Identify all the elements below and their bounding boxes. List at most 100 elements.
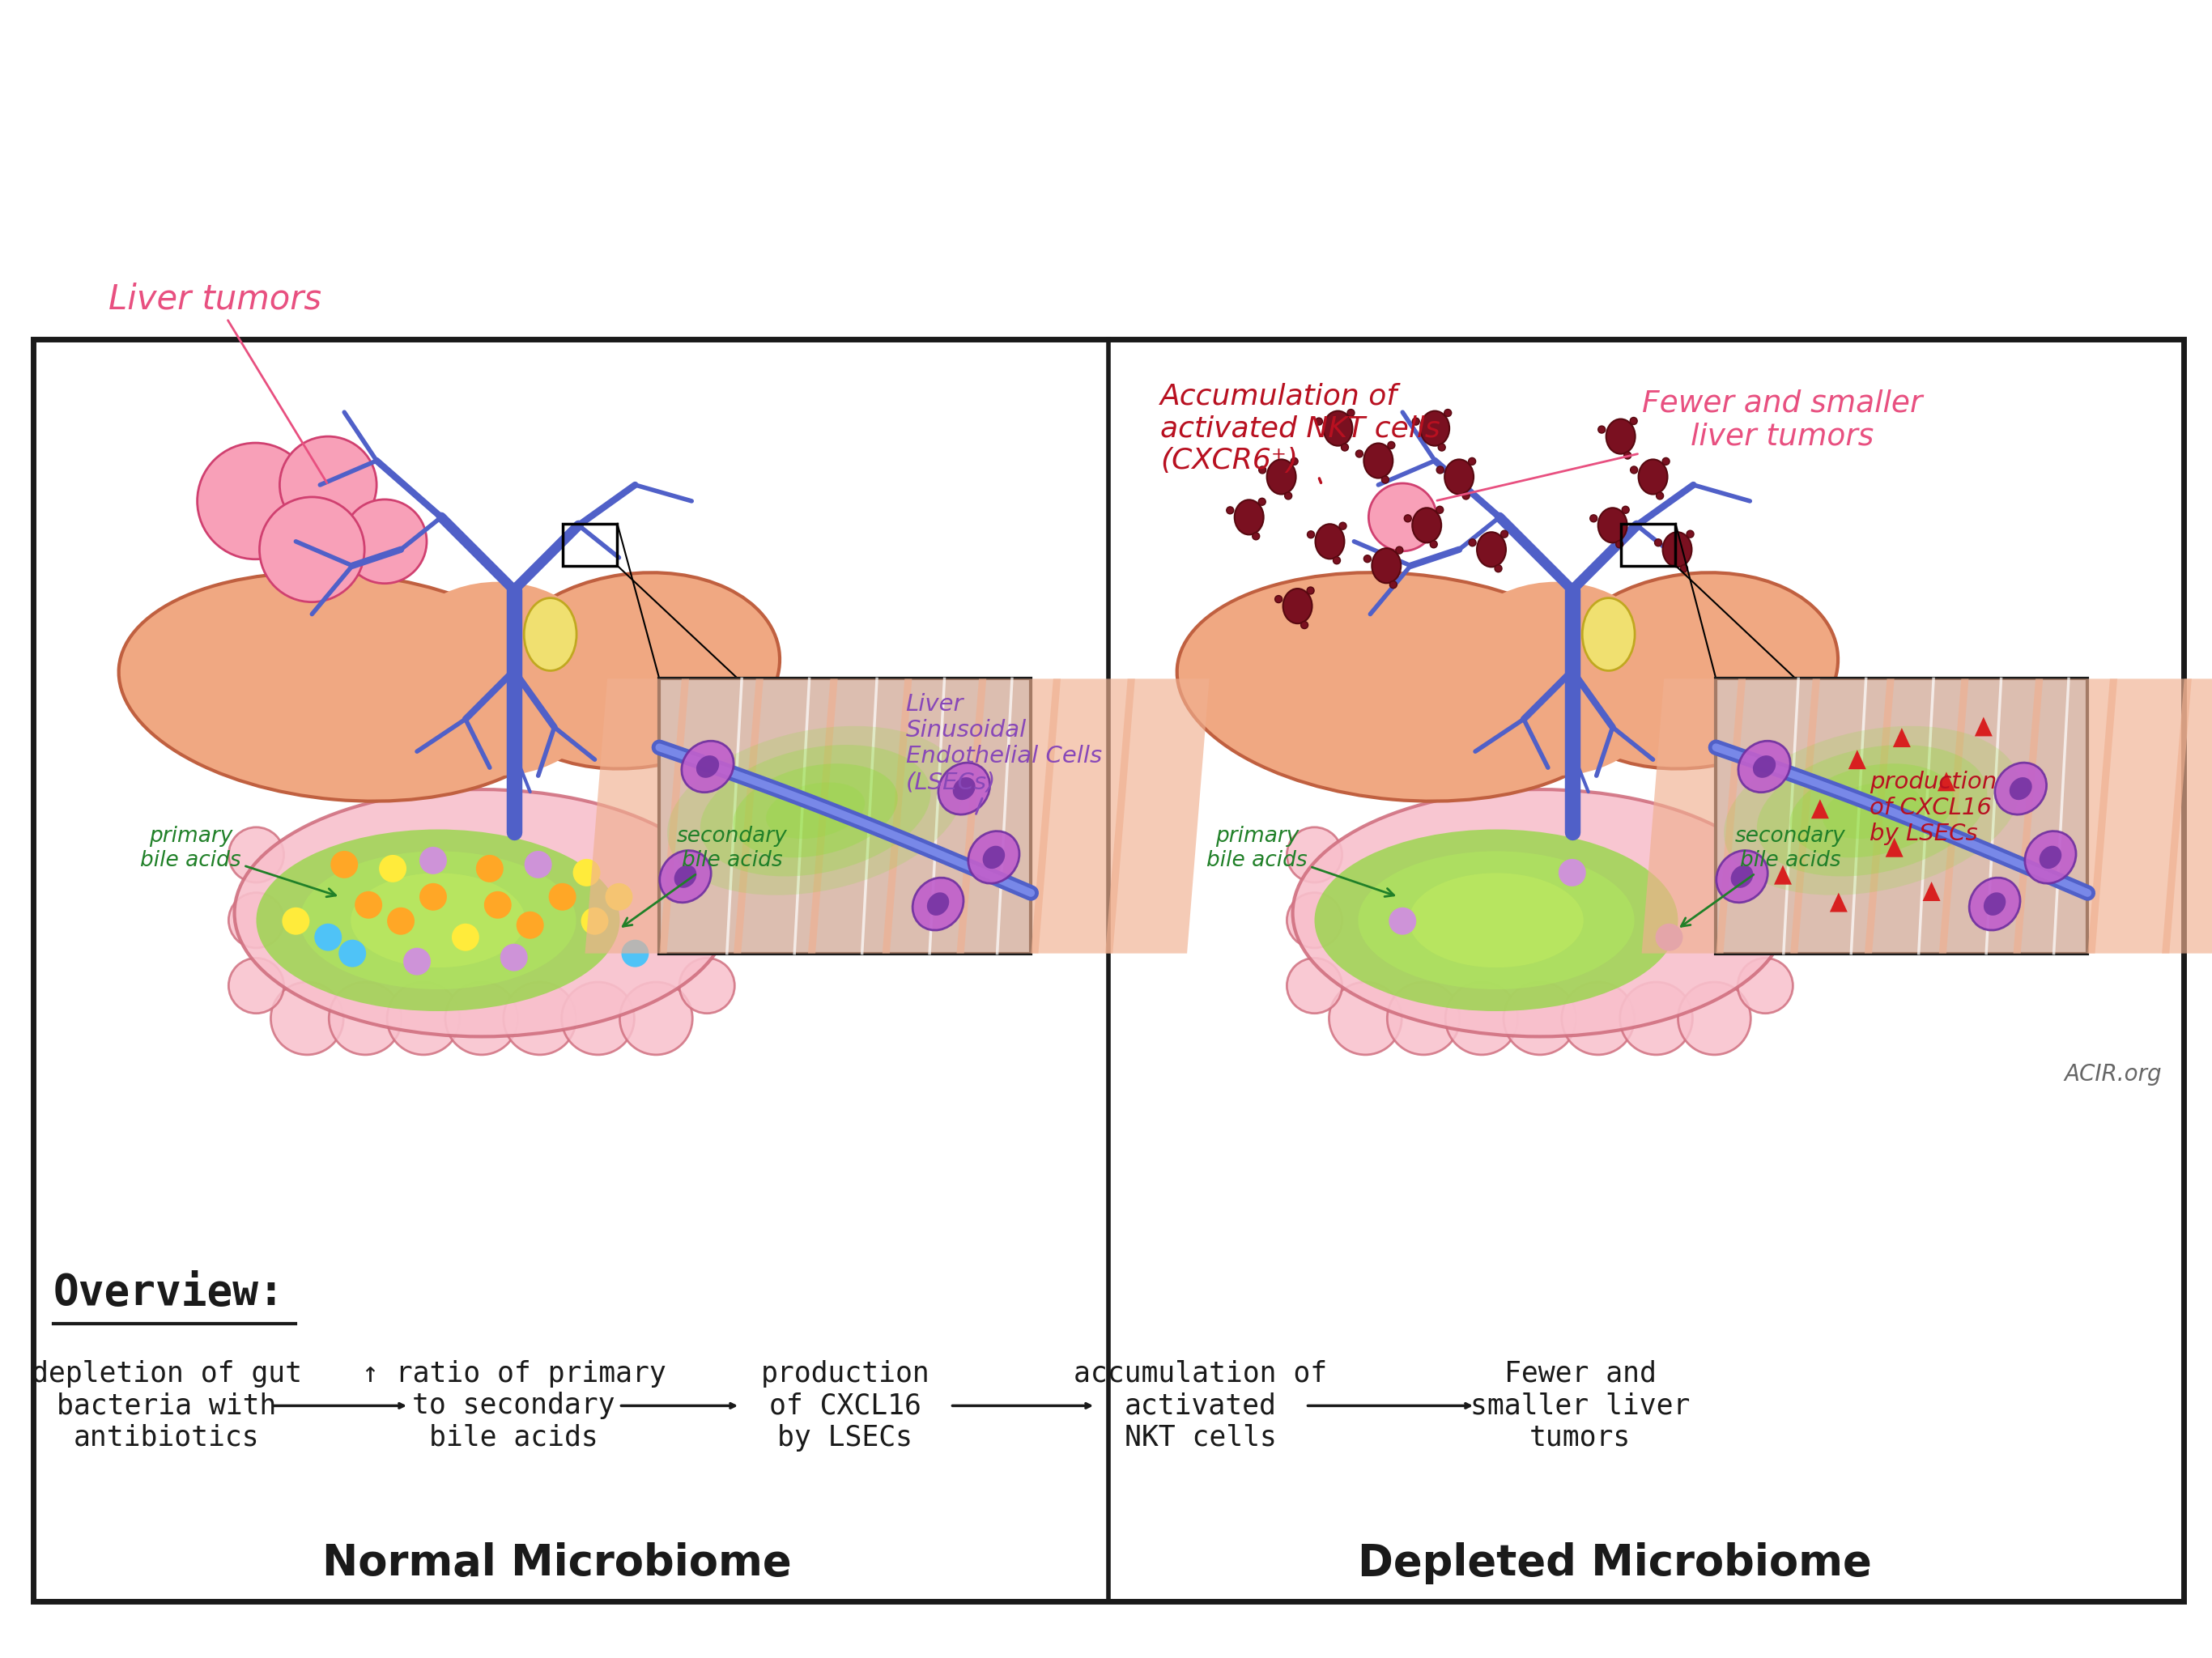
Ellipse shape [732, 764, 898, 857]
Circle shape [606, 884, 633, 910]
Ellipse shape [1411, 507, 1442, 542]
Ellipse shape [953, 778, 975, 801]
Circle shape [338, 940, 367, 967]
Bar [33, 340, 2183, 1602]
Circle shape [330, 851, 358, 879]
Circle shape [1504, 982, 1577, 1054]
Circle shape [1655, 539, 1661, 545]
Circle shape [524, 851, 553, 879]
Ellipse shape [938, 763, 989, 814]
Circle shape [387, 907, 414, 935]
Ellipse shape [1442, 582, 1670, 776]
Ellipse shape [1790, 764, 1955, 857]
Ellipse shape [1409, 874, 1584, 968]
Polygon shape [1717, 678, 1820, 953]
Ellipse shape [352, 874, 524, 968]
Text: Liver
Sinusoidal
Endothelial Cells
(LSECs): Liver Sinusoidal Endothelial Cells (LSEC… [905, 693, 1102, 814]
Ellipse shape [1639, 459, 1668, 494]
Ellipse shape [491, 572, 781, 769]
Circle shape [1365, 555, 1371, 562]
Ellipse shape [697, 756, 719, 778]
Ellipse shape [668, 726, 964, 895]
Circle shape [1444, 982, 1517, 1054]
Circle shape [279, 436, 376, 534]
Circle shape [679, 958, 734, 1013]
Polygon shape [659, 678, 763, 953]
Circle shape [1405, 514, 1411, 522]
Ellipse shape [675, 865, 697, 889]
Text: production
of CXCL16
by LSECs: production of CXCL16 by LSECs [1869, 771, 1997, 846]
Circle shape [1387, 441, 1396, 449]
Ellipse shape [1823, 783, 1922, 839]
Polygon shape [1849, 749, 1867, 769]
Ellipse shape [1606, 419, 1635, 454]
Ellipse shape [2024, 831, 2077, 884]
Ellipse shape [1597, 507, 1628, 542]
Circle shape [228, 958, 283, 1013]
Circle shape [1462, 492, 1469, 499]
Circle shape [1334, 557, 1340, 564]
Circle shape [1495, 565, 1502, 572]
Polygon shape [1885, 837, 1902, 857]
Ellipse shape [1316, 524, 1345, 559]
Circle shape [1316, 418, 1323, 424]
Text: production
of CXCL16
by LSECs: production of CXCL16 by LSECs [761, 1360, 929, 1451]
Ellipse shape [1292, 789, 1787, 1036]
Circle shape [228, 827, 283, 882]
Ellipse shape [1323, 411, 1352, 446]
Circle shape [314, 924, 343, 952]
Circle shape [1387, 982, 1460, 1054]
Polygon shape [883, 678, 987, 953]
Circle shape [1307, 587, 1314, 594]
Circle shape [476, 856, 504, 882]
Ellipse shape [385, 582, 611, 776]
Bar [1717, 678, 2088, 953]
Circle shape [1559, 859, 1586, 887]
Ellipse shape [2008, 778, 2033, 801]
Circle shape [1500, 531, 1509, 537]
Polygon shape [2088, 678, 2192, 953]
Circle shape [1438, 444, 1444, 451]
Text: primary
bile acids: primary bile acids [139, 826, 336, 897]
Ellipse shape [1444, 459, 1473, 494]
Polygon shape [1865, 678, 1969, 953]
Ellipse shape [1234, 499, 1263, 534]
Circle shape [354, 892, 383, 919]
Circle shape [1630, 418, 1637, 424]
Circle shape [1436, 506, 1444, 514]
Ellipse shape [1723, 726, 2020, 895]
Circle shape [1429, 541, 1438, 547]
Circle shape [1590, 514, 1597, 522]
Circle shape [1619, 982, 1692, 1054]
Polygon shape [1812, 799, 1829, 819]
Circle shape [403, 948, 431, 975]
Circle shape [504, 982, 575, 1054]
Text: Fewer and
smaller liver
tumors: Fewer and smaller liver tumors [1471, 1360, 1690, 1451]
Ellipse shape [914, 877, 964, 930]
Ellipse shape [681, 741, 734, 793]
Ellipse shape [1314, 829, 1679, 1011]
Ellipse shape [1663, 532, 1692, 567]
Text: depletion of gut
bacteria with
antibiotics: depletion of gut bacteria with antibioti… [31, 1360, 301, 1451]
Text: secondary
bile acids: secondary bile acids [624, 826, 787, 927]
Circle shape [1369, 482, 1436, 550]
Text: Accumulation of
activated NKT cells
(CXCR6⁺): Accumulation of activated NKT cells (CXC… [1161, 383, 1440, 482]
Ellipse shape [257, 829, 619, 1011]
Ellipse shape [1283, 589, 1312, 623]
Polygon shape [734, 678, 838, 953]
Circle shape [1444, 410, 1451, 416]
Polygon shape [584, 678, 690, 953]
Ellipse shape [982, 846, 1004, 869]
Text: ↑ ratio of primary
to secondary
bile acids: ↑ ratio of primary to secondary bile aci… [363, 1360, 666, 1451]
Ellipse shape [524, 599, 577, 671]
Ellipse shape [1267, 459, 1296, 494]
Circle shape [619, 982, 692, 1054]
Circle shape [420, 847, 447, 874]
Polygon shape [1790, 678, 1893, 953]
Circle shape [1252, 532, 1259, 541]
Circle shape [1287, 892, 1343, 948]
Circle shape [378, 856, 407, 882]
Ellipse shape [1752, 756, 1776, 778]
Polygon shape [956, 678, 1062, 953]
Ellipse shape [1582, 599, 1635, 671]
